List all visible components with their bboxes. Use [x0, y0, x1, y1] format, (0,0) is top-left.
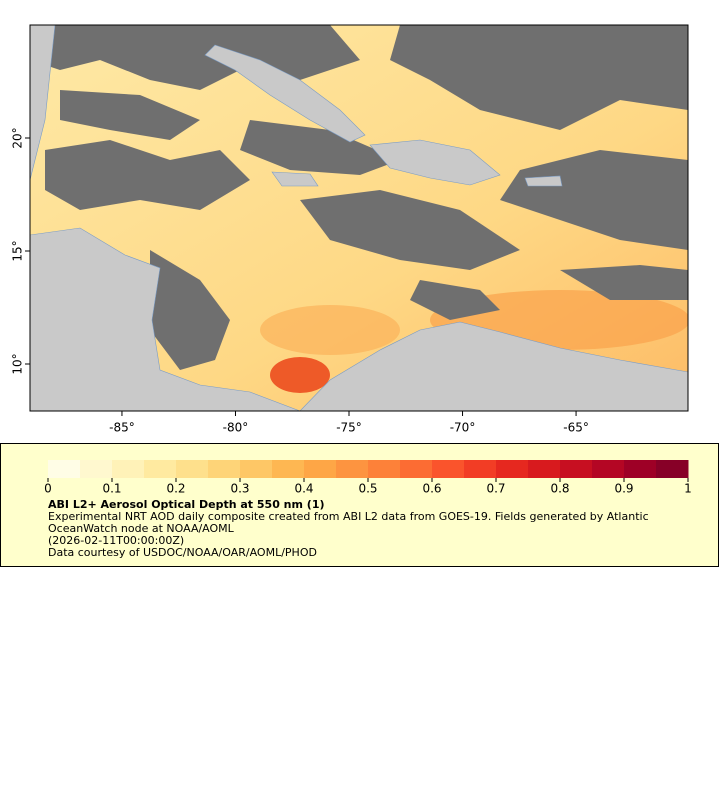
note: Experimental NRT AOD daily composite cre…	[48, 510, 649, 535]
colorbar-tick-label: 1	[684, 482, 692, 496]
colorbar-segment	[336, 460, 369, 478]
colorbar-segment	[432, 460, 465, 478]
colorbar-tick-label: 0	[44, 482, 52, 496]
colorbar-tick-label: 0.3	[230, 482, 249, 496]
colorbar-segment	[496, 460, 529, 478]
colorbar-segment	[80, 460, 113, 478]
colorbar-segment	[176, 460, 209, 478]
colorbar-segment	[560, 460, 593, 478]
colorbar-segment	[656, 460, 689, 478]
colorbar-segment	[272, 460, 305, 478]
note: Data courtesy of USDOC/NOAA/OAR/AOML/PHO…	[48, 546, 317, 559]
x-tick-label: -75°	[336, 421, 362, 435]
x-tick-label: -80°	[223, 421, 249, 435]
legend-notes: ABI L2+ Aerosol Optical Depth at 550 nm …	[48, 499, 698, 559]
colorbar-tick-label: 0.9	[614, 482, 633, 496]
y-tick-label: 15°	[11, 240, 25, 261]
y-tick-label: 10°	[11, 353, 25, 374]
colorbar-segment	[240, 460, 273, 478]
colorbar-segment	[464, 460, 497, 478]
chart: -85° -80° -75° -70° -65° 10° 15° 20° 0 0.1 0.2 0.3 0…	[0, 24, 719, 567]
note: (2026-02-11T00:00:00Z)	[48, 534, 185, 547]
colorbar-tick-label: 0.4	[294, 482, 313, 496]
colorbar-segment	[368, 460, 401, 478]
x-tick-label: -65°	[563, 421, 589, 435]
x-tick-label: -85°	[109, 421, 135, 435]
colorbar-segment	[144, 460, 177, 478]
colorbar-tick-label: 0.7	[486, 482, 505, 496]
colorbar-segment	[400, 460, 433, 478]
map-frame	[29, 24, 689, 412]
colorbar-tick-label: 0.2	[166, 482, 185, 496]
y-tick-label: 20°	[11, 127, 25, 148]
colorbar-tick-label: 0.8	[550, 482, 569, 496]
colorbar-title: ABI L2+ Aerosol Optical Depth at 550 nm …	[48, 498, 325, 511]
colorbar-tick-label: 0.1	[102, 482, 121, 496]
map-image	[30, 25, 688, 411]
colorbar-segment	[528, 460, 561, 478]
x-tick-label: -70°	[450, 421, 476, 435]
colorbar-segment	[304, 460, 337, 478]
colorbar-segment	[208, 460, 241, 478]
colorbar-segment	[48, 460, 81, 478]
colorbar-tick-label: 0.6	[422, 482, 441, 496]
colorbar-tick-label: 0.5	[358, 482, 377, 496]
colorbar-segment	[592, 460, 625, 478]
colorbar-segment	[112, 460, 145, 478]
colorbar-segment	[624, 460, 657, 478]
